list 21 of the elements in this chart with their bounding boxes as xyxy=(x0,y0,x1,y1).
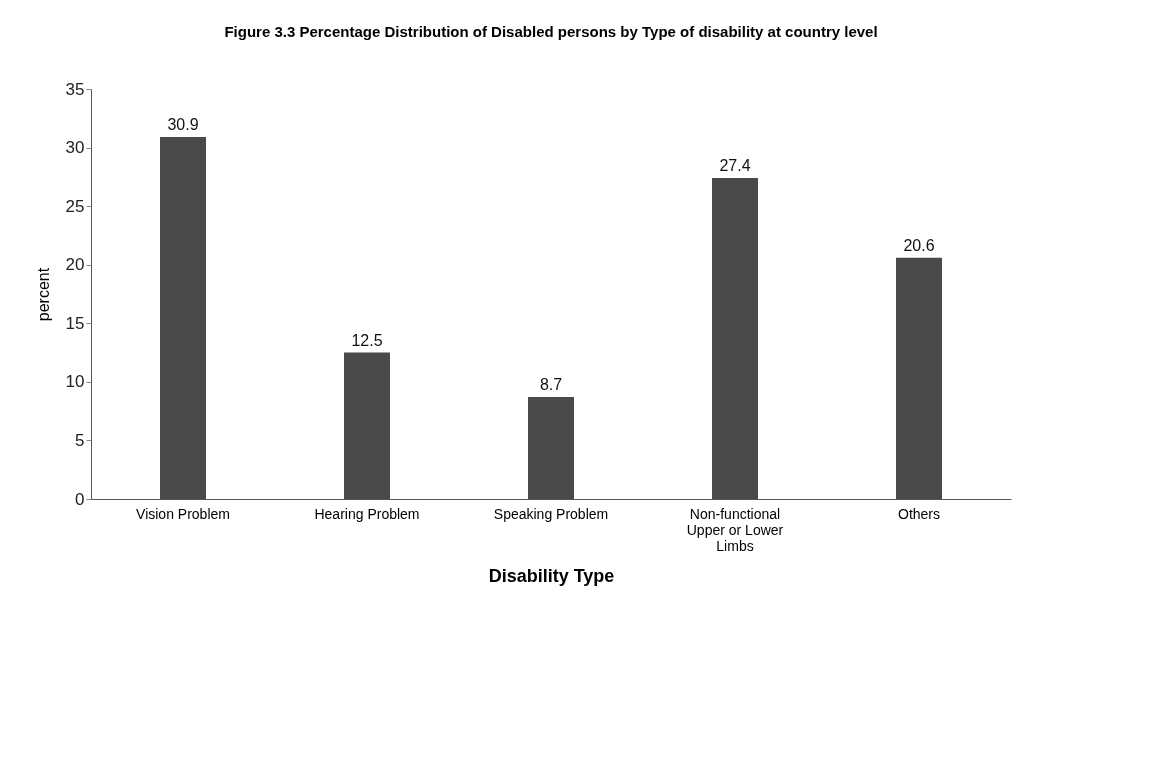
data-label: 20.6 xyxy=(903,236,935,254)
x-tick-label: Vision Problem xyxy=(136,505,230,522)
x-tick-label: Speaking Problem xyxy=(493,505,609,522)
y-tick-label: 35 xyxy=(65,79,85,99)
x-tick-label: Non-functional Upper or Lower Limbs xyxy=(686,505,784,554)
y-tick-label: 0 xyxy=(75,489,85,509)
x-tick-label: Others xyxy=(897,505,941,522)
y-tick-label: 5 xyxy=(75,430,85,450)
data-label: 8.7 xyxy=(539,376,563,394)
chart-title: Figure 3.3 Percentage Distribution of Disabled persons by Type of disability at country level xyxy=(224,23,878,40)
y-tick-label: 30 xyxy=(65,138,85,158)
data-label: 27.4 xyxy=(719,157,751,175)
x-axis-title: Disability Type xyxy=(488,565,615,586)
y-tick-label: 15 xyxy=(65,313,85,333)
y-tick-label: 25 xyxy=(65,196,85,216)
x-tick-label: Hearing Problem xyxy=(314,505,420,522)
data-label: 12.5 xyxy=(351,331,383,349)
y-tick-label: 10 xyxy=(65,372,85,392)
y-axis-title: percent xyxy=(34,267,52,322)
data-label: 30.9 xyxy=(167,116,199,134)
y-tick-label: 20 xyxy=(65,255,85,275)
